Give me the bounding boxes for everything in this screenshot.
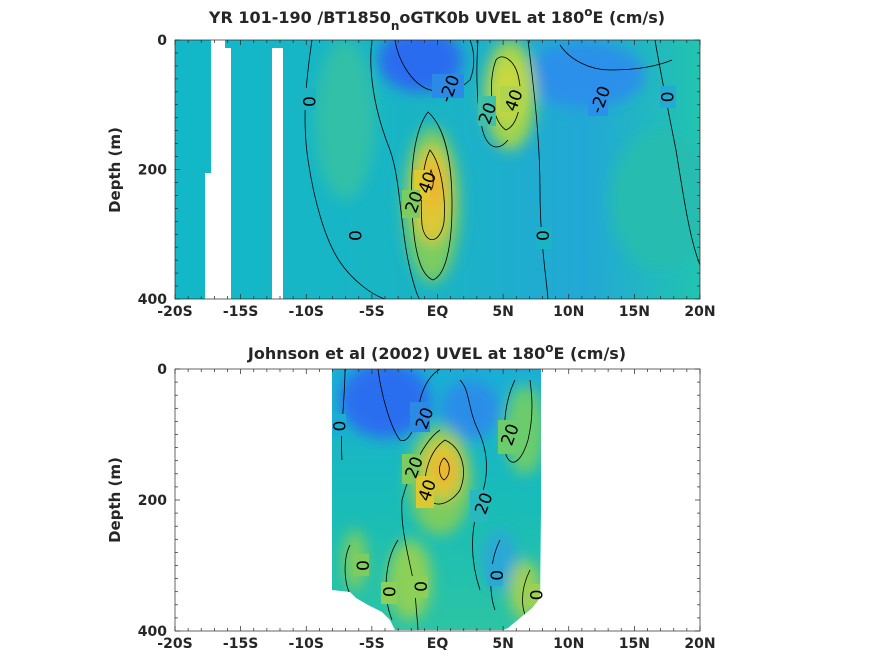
bottom-xtick-label: EQ	[427, 636, 449, 652]
top-xtick-label: -10S	[289, 304, 324, 320]
top-contour-label: 0	[656, 92, 676, 103]
bottom-contour-label: 0	[409, 581, 429, 592]
top-xtick-label: -20S	[157, 304, 192, 320]
bottom-field	[332, 369, 541, 630]
bottom-title: Johnson et al (2002) UVEL at 180oE (cm/s…	[247, 341, 626, 363]
bottom-ticks: -20S -15S -10S -5S EQ 5N 10N 15N 20N 0 200 400	[138, 362, 716, 652]
bottom-xtick-label: 5N	[492, 636, 513, 652]
top-xtick-label: 10N	[553, 304, 584, 320]
bottom-xtick-label: 10N	[553, 636, 584, 652]
top-ytick-label: 0	[157, 33, 167, 49]
bottom-xtick-label: -10S	[289, 636, 324, 652]
bottom-xtick-label: -15S	[223, 636, 258, 652]
top-contour-label: 0	[298, 96, 318, 107]
bottom-xtick-label: -5S	[359, 636, 385, 652]
bottom-contour-label: 0	[352, 560, 372, 571]
top-ytick-label: 200	[138, 163, 167, 179]
top-xtick-label: 20N	[684, 304, 715, 320]
top-xtick-label: -5S	[359, 304, 385, 320]
top-ylabel: Depth (m)	[106, 127, 124, 213]
top-title: YR 101-190 /BT1850noGTK0b UVEL at 180oE …	[208, 5, 665, 33]
top-xtick-label: EQ	[427, 304, 449, 320]
bottom-xtick-label: -20S	[157, 636, 192, 652]
top-contour-label: 0	[532, 230, 552, 241]
bottom-xtick-label: 15N	[619, 636, 650, 652]
bottom-contour-label: 0	[328, 421, 348, 432]
top-field	[175, 40, 700, 299]
bottom-ylabel: Depth (m)	[106, 457, 124, 543]
top-xtick-label: 15N	[619, 304, 650, 320]
top-xtick-label: -15S	[223, 304, 258, 320]
bottom-xtick-label: 20N	[684, 636, 715, 652]
bottom-contour-label: 0	[378, 586, 398, 597]
top-xtick-label: 5N	[492, 304, 513, 320]
top-ytick-label: 400	[138, 292, 167, 308]
bottom-contour-label: 0	[525, 590, 545, 601]
bottom-ytick-label: 200	[138, 493, 167, 509]
bottom-contour-label: 0	[486, 570, 506, 581]
top-contour-label: 0	[344, 230, 364, 241]
bottom-ytick-label: 400	[138, 624, 167, 640]
top-ticks: -20S -15S -10S -5S EQ 5N 10N 15N 20N 0 200 400	[138, 33, 716, 320]
bottom-ytick-label: 0	[157, 362, 167, 378]
